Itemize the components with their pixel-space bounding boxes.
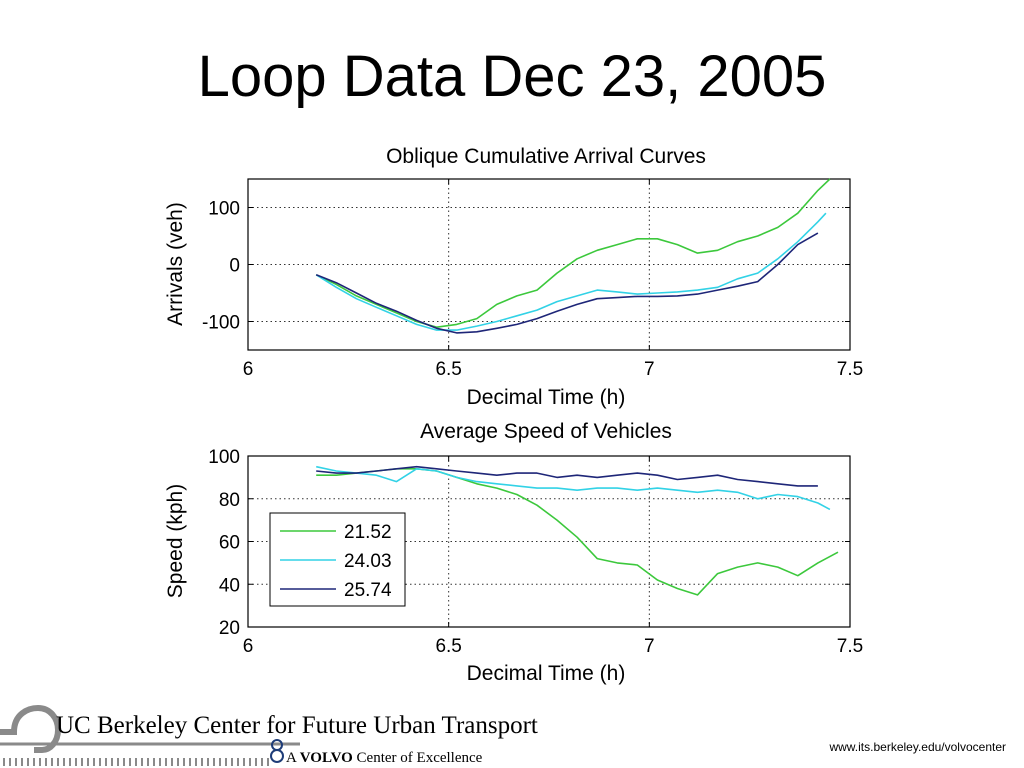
speed-ytick-label: 100 bbox=[208, 447, 240, 468]
arrival-series-navy bbox=[315, 232, 819, 334]
legend-label: 24.03 bbox=[344, 551, 392, 572]
speed-chart-ylabel: Speed (kph) bbox=[164, 484, 187, 598]
arrival-series-green bbox=[315, 178, 831, 329]
arrival-xtick-label: 7 bbox=[644, 359, 655, 380]
speed-xtick-label: 6.5 bbox=[435, 636, 461, 657]
arrival-chart-grid bbox=[248, 179, 850, 350]
center-logo: UC Berkeley Center for Future Urban Tran… bbox=[0, 700, 538, 768]
speed-xtick-label: 7 bbox=[644, 636, 655, 657]
arrival-ytick-label: -100 bbox=[202, 313, 240, 334]
arrival-xtick-label: 7.5 bbox=[837, 359, 863, 380]
logo-title: UC Berkeley Center for Future Urban Tran… bbox=[56, 712, 538, 739]
speed-xtick-label: 6 bbox=[243, 636, 254, 657]
speed-chart-legend: 21.52 24.03 25.74 bbox=[269, 512, 406, 607]
arrival-chart-ylabel: Arrivals (veh) bbox=[164, 202, 187, 326]
speed-chart: Average Speed of Vehicles Speed (kph) De… bbox=[164, 420, 863, 685]
logo-loop-graphic bbox=[0, 704, 300, 766]
arrival-ytick-label: 0 bbox=[229, 256, 240, 277]
arrival-ytick-label: 100 bbox=[208, 199, 240, 220]
speed-chart-title: Average Speed of Vehicles bbox=[420, 420, 672, 443]
arrival-chart-lines bbox=[315, 178, 831, 334]
speed-chart-lines bbox=[316, 465, 839, 596]
speed-series-cyan bbox=[316, 465, 831, 511]
arrival-xtick-label: 6 bbox=[243, 359, 254, 380]
speed-ytick-label: 20 bbox=[219, 618, 240, 639]
speed-ytick-label: 80 bbox=[219, 490, 240, 511]
speed-ytick-label: 40 bbox=[219, 575, 240, 596]
logo-tagline: A VOLVO Center of Excellence bbox=[286, 750, 483, 766]
legend-label: 21.52 bbox=[344, 522, 392, 543]
footer-url[interactable]: www.its.berkeley.edu/volvocenter bbox=[829, 740, 1006, 754]
arrival-chart: Oblique Cumulative Arrival Curves Arriva… bbox=[164, 145, 863, 409]
logo-brand: VOLVO bbox=[299, 750, 353, 766]
arrival-xtick-label: 6.5 bbox=[435, 359, 461, 380]
slide-title: Loop Data Dec 23, 2005 bbox=[197, 44, 827, 109]
arrival-chart-xlabel: Decimal Time (h) bbox=[467, 386, 626, 409]
speed-xtick-label: 7.5 bbox=[837, 636, 863, 657]
speed-series-navy bbox=[316, 465, 818, 487]
speed-ytick-label: 60 bbox=[219, 533, 240, 554]
speed-chart-xlabel: Decimal Time (h) bbox=[467, 662, 626, 685]
arrival-chart-title: Oblique Cumulative Arrival Curves bbox=[386, 145, 706, 168]
arrival-series-cyan bbox=[315, 212, 827, 331]
speed-chart-ticks: 6 6.5 7 7.5 100 80 60 40 20 bbox=[208, 447, 863, 657]
arrival-chart-ticks: 6 6.5 7 7.5 100 0 -100 bbox=[202, 179, 863, 380]
legend-label: 25.74 bbox=[344, 580, 392, 601]
